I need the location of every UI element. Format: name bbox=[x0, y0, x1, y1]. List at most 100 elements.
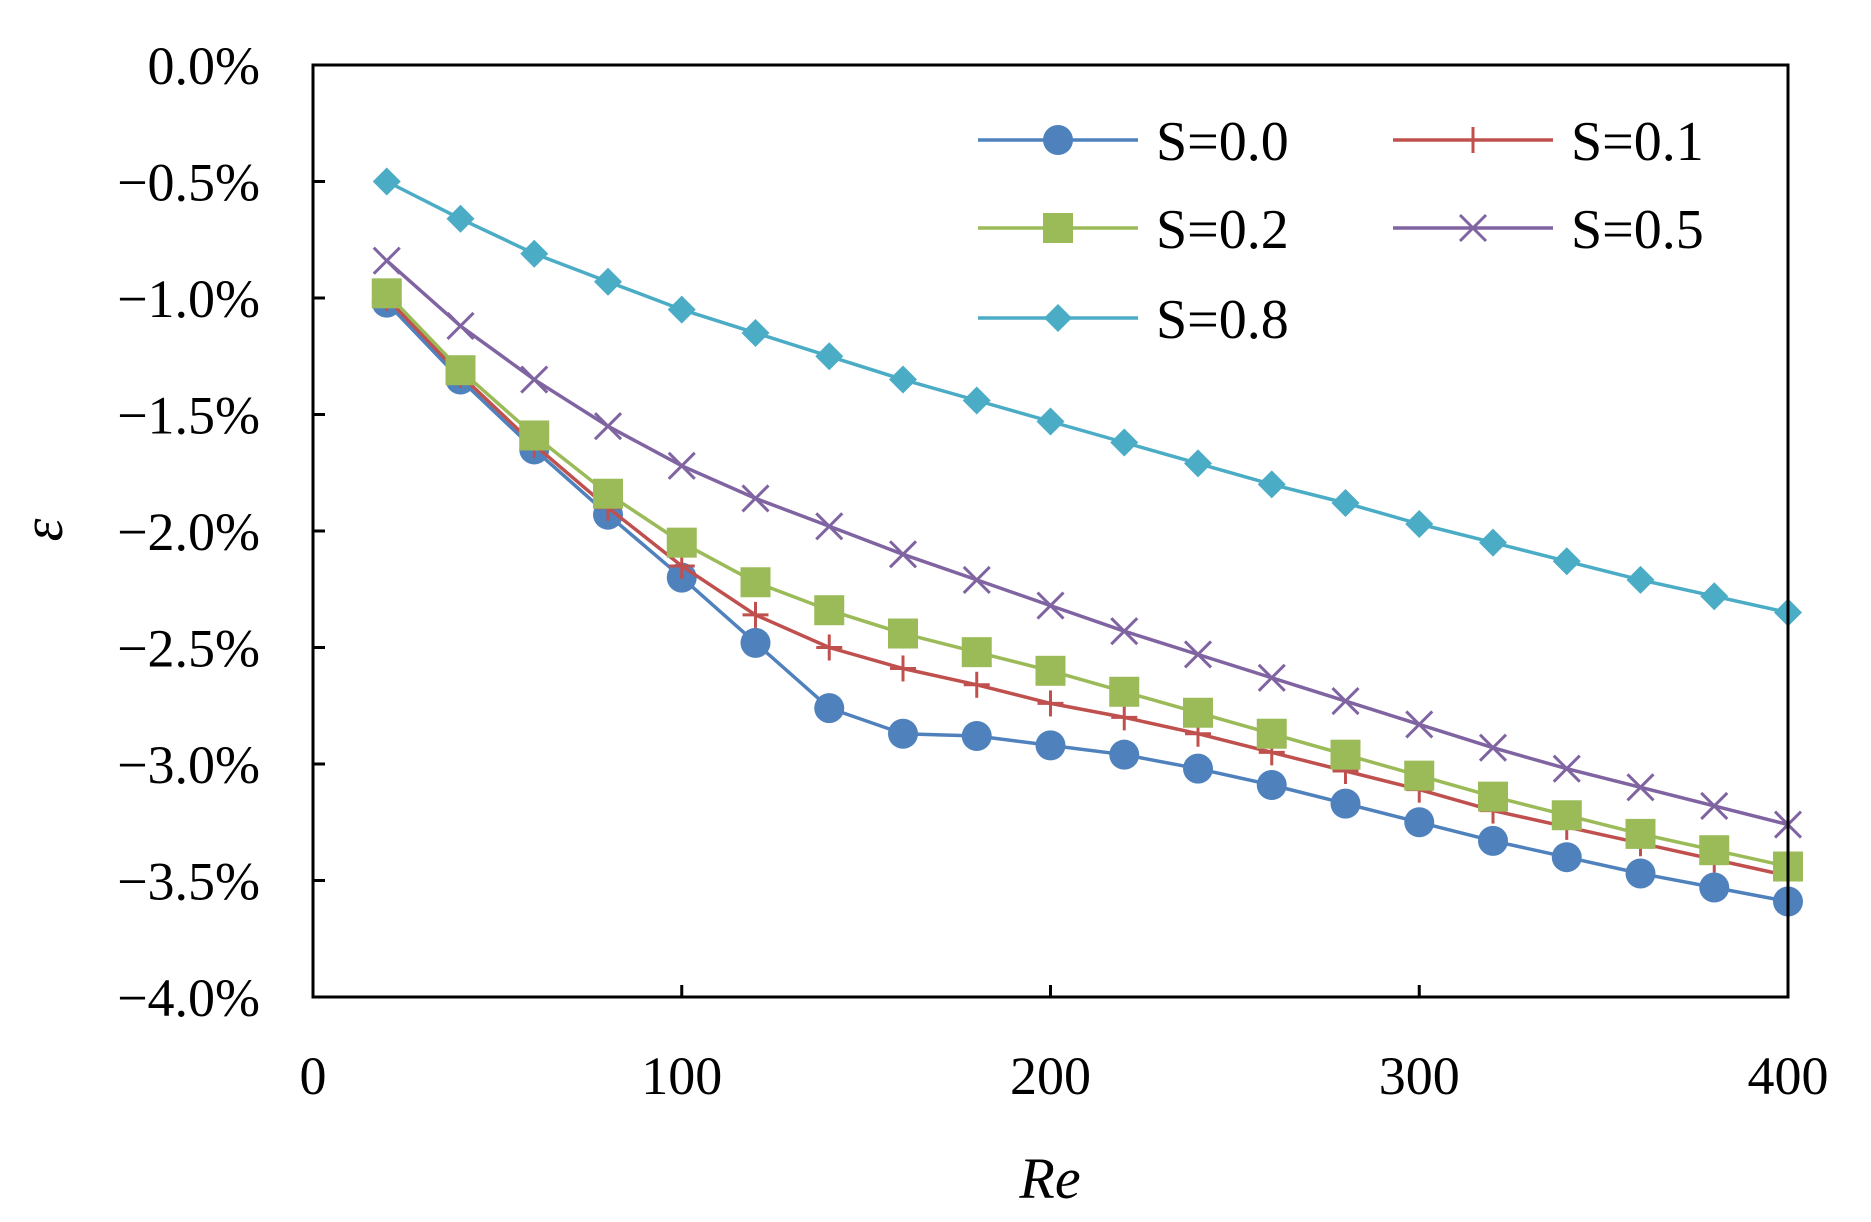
series-S-0-8 bbox=[372, 167, 1802, 627]
data-point bbox=[889, 365, 917, 394]
x-tick-label: 0 bbox=[300, 1046, 327, 1106]
data-point bbox=[1110, 428, 1139, 457]
data-point bbox=[1331, 489, 1360, 518]
data-point bbox=[814, 595, 845, 626]
data-point bbox=[740, 567, 771, 598]
data-point bbox=[593, 478, 623, 509]
x-tick-label: 100 bbox=[641, 1046, 722, 1106]
x-tick-label: 400 bbox=[1748, 1046, 1829, 1106]
data-point bbox=[1405, 510, 1434, 539]
data-point bbox=[667, 295, 696, 324]
data-point bbox=[446, 204, 475, 233]
legend-marker bbox=[1044, 304, 1072, 332]
y-tick-label: −0.5% bbox=[117, 153, 260, 213]
data-point bbox=[962, 565, 991, 594]
data-point bbox=[1330, 739, 1361, 770]
y-tick-label: −2.0% bbox=[117, 502, 260, 562]
data-point bbox=[962, 386, 991, 415]
data-point bbox=[594, 267, 622, 296]
data-point bbox=[1330, 788, 1361, 819]
data-point bbox=[740, 627, 771, 658]
data-point bbox=[1109, 676, 1140, 707]
data-point bbox=[1035, 655, 1066, 686]
data-point bbox=[446, 311, 475, 341]
data-point bbox=[593, 412, 623, 441]
legend-item-S-0-0: S=0.0 bbox=[978, 111, 1289, 173]
legend-marker bbox=[1460, 127, 1486, 153]
data-point bbox=[1700, 791, 1729, 821]
legend-label: S=0.5 bbox=[1571, 199, 1704, 261]
legend-marker bbox=[1043, 125, 1073, 155]
y-tick-label: −1.0% bbox=[117, 269, 260, 329]
data-point bbox=[815, 512, 844, 541]
data-point bbox=[1183, 640, 1213, 669]
legend-label: S=0.2 bbox=[1156, 199, 1289, 261]
y-axis-ticks: 0.0% −0.5% −1.0% −1.5% −2.0% −2.5% −3.0% −3.5% −… bbox=[117, 36, 325, 1028]
data-point bbox=[963, 671, 990, 698]
data-point bbox=[1184, 449, 1212, 478]
data-point bbox=[742, 601, 769, 628]
series-S-0-5 bbox=[372, 246, 1803, 839]
data-point bbox=[1404, 760, 1435, 791]
data-point bbox=[520, 239, 549, 268]
legend-label: S=0.8 bbox=[1156, 289, 1289, 351]
data-point bbox=[888, 718, 918, 749]
legend: S=0.0 S=0.1 S=0.2 S=0.5 S=0.8 bbox=[978, 111, 1704, 351]
x-tick-label: 300 bbox=[1379, 1046, 1460, 1106]
data-point bbox=[888, 618, 918, 649]
legend-label: S=0.1 bbox=[1571, 111, 1704, 173]
data-point bbox=[372, 167, 401, 196]
y-tick-label: 0.0% bbox=[148, 36, 260, 96]
data-point bbox=[1478, 733, 1508, 762]
data-point bbox=[1109, 739, 1140, 770]
data-point bbox=[667, 451, 696, 480]
data-point bbox=[1404, 807, 1435, 838]
y-tick-label: −3.5% bbox=[117, 852, 260, 912]
legend-label: S=0.0 bbox=[1156, 111, 1289, 173]
data-point bbox=[961, 637, 992, 668]
data-point bbox=[666, 527, 697, 558]
data-point bbox=[1478, 825, 1508, 856]
data-point bbox=[1257, 470, 1286, 499]
data-point bbox=[1110, 617, 1139, 646]
data-point bbox=[372, 246, 401, 275]
y-tick-label: −2.5% bbox=[117, 619, 260, 679]
data-point bbox=[1256, 769, 1287, 800]
data-point bbox=[1183, 697, 1213, 728]
data-point bbox=[1626, 773, 1655, 802]
data-point bbox=[816, 634, 843, 661]
data-point bbox=[1551, 842, 1582, 873]
data-point bbox=[741, 318, 770, 347]
data-point bbox=[1700, 582, 1729, 611]
y-tick-label: −1.5% bbox=[117, 386, 260, 446]
legend-item-S-0-2: S=0.2 bbox=[978, 199, 1289, 261]
data-point bbox=[1552, 754, 1581, 783]
legend-item-S-0-8: S=0.8 bbox=[978, 289, 1289, 351]
data-point bbox=[1331, 687, 1360, 716]
legend-marker bbox=[1043, 213, 1073, 243]
x-tick-label: 200 bbox=[1010, 1046, 1091, 1106]
legend-item-S-0-1: S=0.1 bbox=[1393, 111, 1704, 173]
data-point bbox=[1035, 730, 1066, 761]
series-layer bbox=[371, 167, 1803, 917]
data-point bbox=[371, 278, 402, 309]
data-point bbox=[1183, 753, 1213, 784]
data-point bbox=[1552, 547, 1581, 576]
data-point bbox=[961, 721, 992, 752]
series-line bbox=[386, 179, 1789, 615]
data-point bbox=[1111, 704, 1138, 731]
data-point bbox=[520, 365, 549, 394]
data-point bbox=[1478, 781, 1508, 812]
data-point bbox=[1256, 718, 1287, 749]
data-point bbox=[1479, 528, 1507, 557]
y-tick-label: −3.0% bbox=[117, 735, 260, 795]
data-point bbox=[890, 655, 916, 682]
data-point bbox=[1036, 591, 1065, 620]
x-axis-ticks: 0 100 200 300 400 bbox=[300, 985, 1829, 1106]
series-line bbox=[385, 259, 1789, 827]
data-point bbox=[815, 342, 844, 371]
y-axis-title: ε bbox=[10, 518, 75, 541]
data-point bbox=[814, 693, 845, 724]
